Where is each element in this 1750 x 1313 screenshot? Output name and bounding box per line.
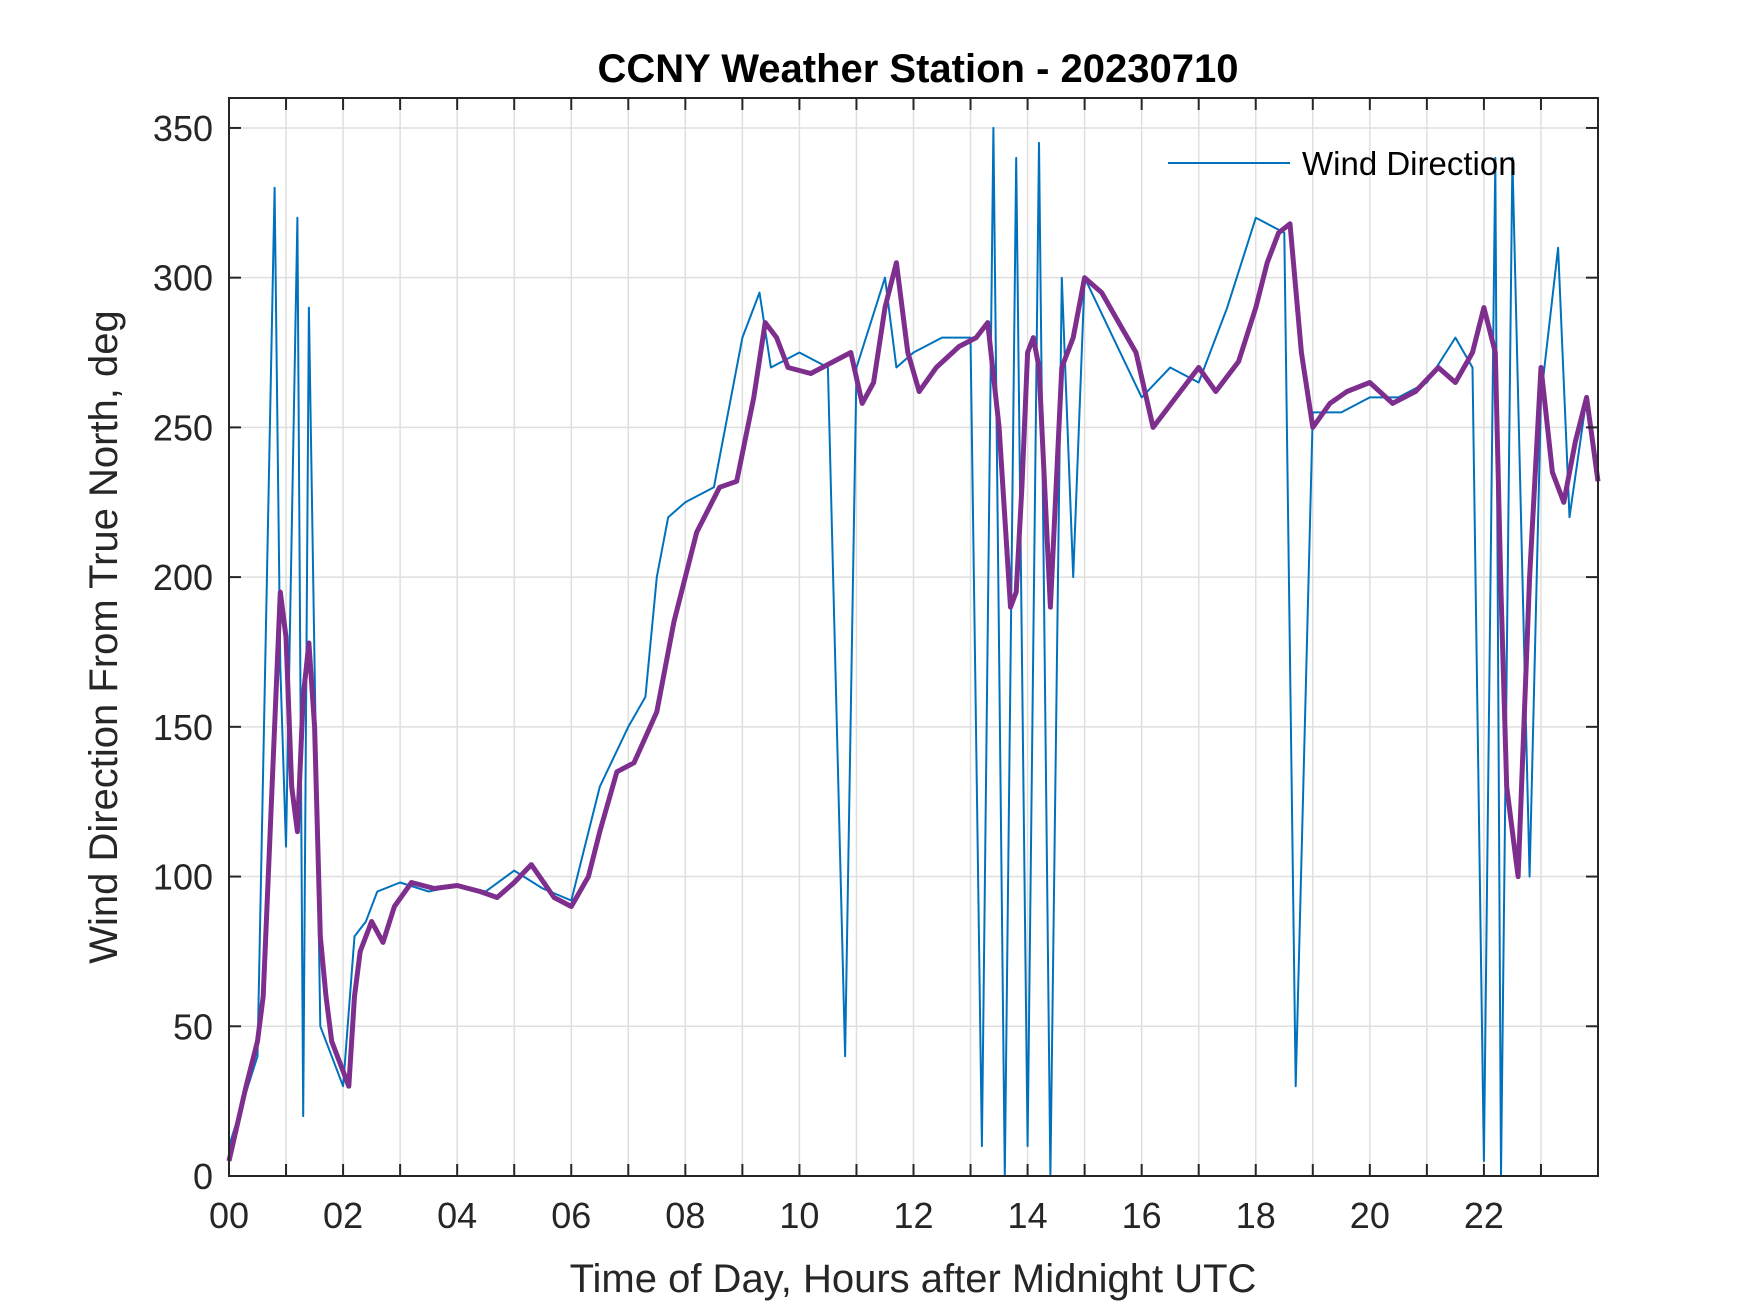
y-tick-label: 300 [153,258,213,299]
y-tick-label: 50 [173,1006,213,1047]
chart-title: CCNY Weather Station - 20230710 [598,47,1239,91]
x-tick-label: 20 [1350,1195,1390,1236]
y-tick-label: 250 [153,407,213,448]
x-tick-label: 18 [1236,1195,1276,1236]
x-tick-label: 00 [209,1195,249,1236]
legend: Wind Direction [1168,145,1517,182]
grid-lines [229,98,1598,1176]
y-tick-label: 200 [153,557,213,598]
y-tick-label: 0 [193,1156,213,1197]
x-tick-label: 10 [779,1195,819,1236]
x-tick-label: 08 [665,1195,705,1236]
y-tick-label: 100 [153,857,213,898]
x-tick-label: 22 [1464,1195,1504,1236]
plot-series [226,126,1601,1177]
y-tick-label: 150 [153,707,213,748]
series-line-smoothed [226,221,1601,1162]
y-axis-label: Wind Direction From True North, deg [82,310,126,964]
x-tick-label: 14 [1008,1195,1048,1236]
x-tick-label: 12 [893,1195,933,1236]
legend-label: Wind Direction [1302,145,1517,182]
x-tick-label: 16 [1122,1195,1162,1236]
axis-ticks: 00 02 04 06 08 10 12 14 16 18 20 22 0 50 100 150 200 250 3… [153,98,1598,1236]
x-tick-label: 06 [551,1195,591,1236]
x-tick-label: 04 [437,1195,477,1236]
y-tick-label: 350 [153,108,213,149]
x-axis-label: Time of Day, Hours after Midnight UTC [570,1257,1257,1301]
x-tick-label: 02 [323,1195,363,1236]
